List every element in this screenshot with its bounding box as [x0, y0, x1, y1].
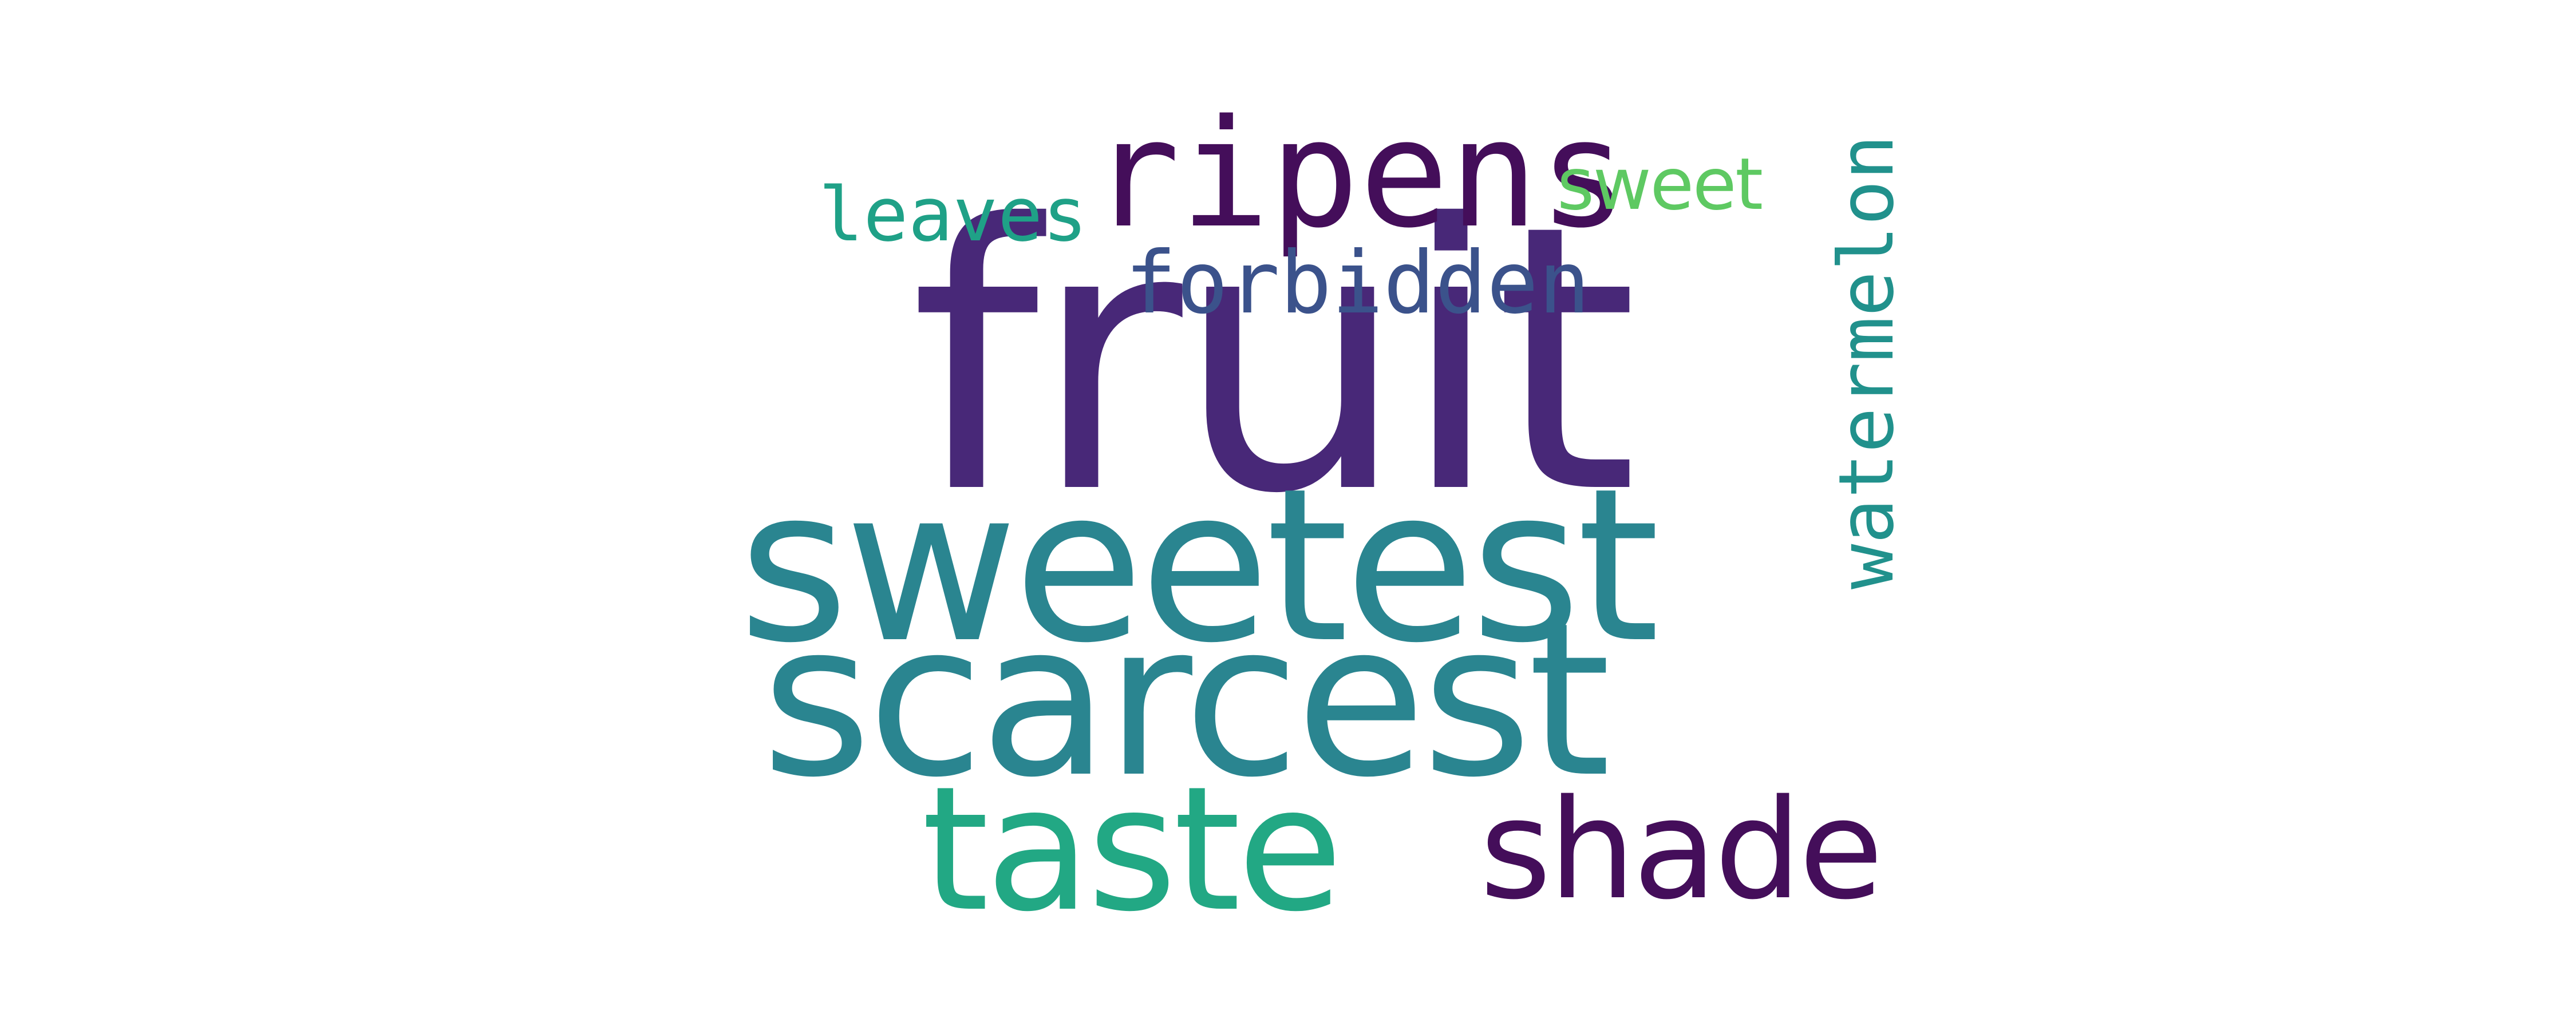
- word-scarcest: scarcest: [761, 578, 1611, 824]
- word-sweet: sweet: [1557, 143, 1763, 226]
- word-leaves: leaves: [819, 171, 1088, 258]
- word-forbidden: forbidden: [1125, 233, 1590, 333]
- word-taste: taste: [922, 750, 1343, 949]
- word-sweetest: sweetest: [738, 443, 1660, 690]
- word-shade: shade: [1480, 770, 1883, 930]
- word-fruit: fruit: [910, 147, 1638, 573]
- word-watermelon: watermelon: [1823, 134, 1911, 589]
- word-ripens: ripens: [1091, 88, 1629, 261]
